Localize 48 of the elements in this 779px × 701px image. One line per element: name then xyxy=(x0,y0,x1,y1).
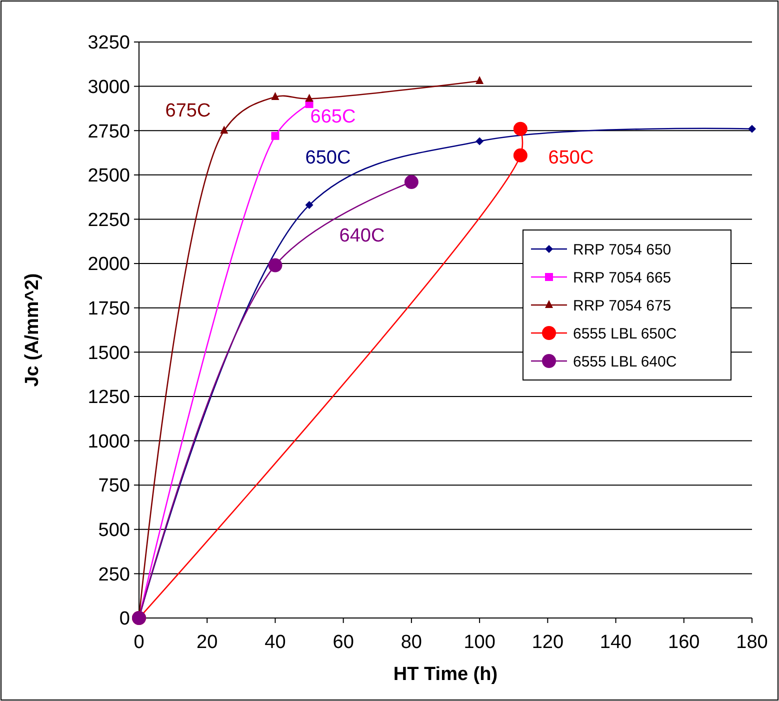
y-axis-title: Jc (A/mm^2) xyxy=(22,273,43,387)
x-tick-label: 80 xyxy=(400,632,422,653)
annotation: 650C xyxy=(548,148,594,169)
annotation: 665C xyxy=(310,106,356,128)
x-axis-title: HT Time (h) xyxy=(393,664,498,685)
y-tick-label: 2250 xyxy=(88,210,130,231)
x-tick-label: 120 xyxy=(532,632,564,653)
x-tick-label: 180 xyxy=(736,632,768,653)
x-tick-label: 40 xyxy=(264,632,286,653)
x-tick-label: 100 xyxy=(464,632,496,653)
y-tick-label: 3000 xyxy=(88,76,130,98)
legend-label: 6555 LBL 640C xyxy=(573,353,677,370)
annotation: 640C xyxy=(339,226,385,247)
x-tick-label: 60 xyxy=(332,632,354,653)
x-tick-label: 140 xyxy=(600,632,632,653)
point xyxy=(748,124,756,133)
x-tick-label: 20 xyxy=(196,632,218,653)
x-tick-label: 160 xyxy=(668,632,700,653)
y-tick-label: 500 xyxy=(98,520,130,542)
y-tick-label: 3250 xyxy=(88,32,130,54)
point xyxy=(404,175,418,190)
point xyxy=(476,76,484,84)
point xyxy=(305,94,314,102)
y-tick-label: 1000 xyxy=(88,431,130,452)
y-tick-label: 1500 xyxy=(88,342,130,364)
y-tick-label: 1250 xyxy=(88,387,130,408)
y-tick-label: 750 xyxy=(98,476,130,497)
point xyxy=(513,122,528,136)
point xyxy=(513,148,528,162)
point xyxy=(476,137,484,146)
legend-label: RRP 7054 665 xyxy=(573,269,672,286)
legend-label: RRP 7054 675 xyxy=(573,297,672,314)
point xyxy=(271,92,280,100)
y-tick-label: 1750 xyxy=(88,298,130,320)
x-tick-label: 0 xyxy=(134,632,144,653)
annotation: 650C xyxy=(305,148,351,169)
y-tick-label: 2750 xyxy=(88,121,130,142)
point xyxy=(268,258,282,272)
y-tick-label: 0 xyxy=(119,608,130,630)
y-tick-label: 2500 xyxy=(88,166,130,187)
annotation: 675C xyxy=(165,100,211,122)
point xyxy=(220,126,228,134)
point xyxy=(271,132,280,140)
y-tick-label: 2000 xyxy=(88,254,130,276)
legend-label: RRP 7054 650 xyxy=(573,241,672,258)
y-tick-label: 250 xyxy=(98,564,130,586)
point xyxy=(305,201,314,210)
legend-label: 6555 LBL 650C xyxy=(573,325,677,342)
